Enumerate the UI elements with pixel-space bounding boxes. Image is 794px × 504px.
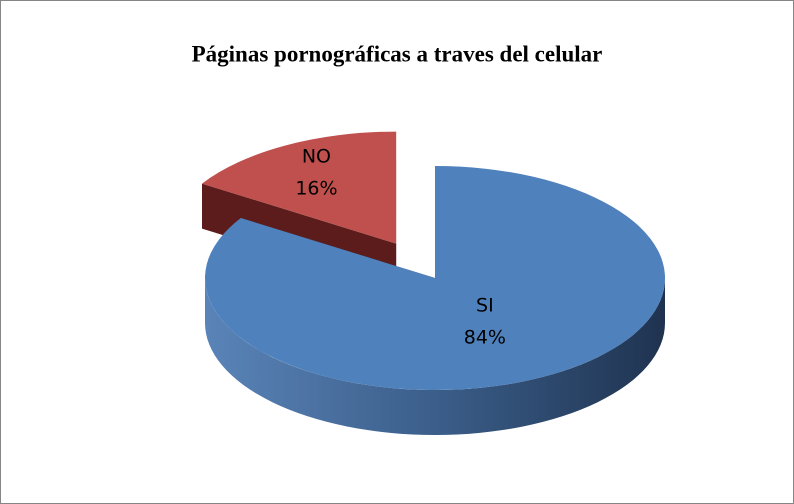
chart-title: Páginas pornográficas a traves del celul… [192,41,603,66]
slice-wall [205,278,665,435]
slice [202,131,397,244]
slice-category: SI [476,295,494,317]
slice [205,166,666,390]
slice-label: 16% [295,177,337,199]
slice-label: 84% [464,327,506,349]
slice-category: NO [302,145,331,167]
